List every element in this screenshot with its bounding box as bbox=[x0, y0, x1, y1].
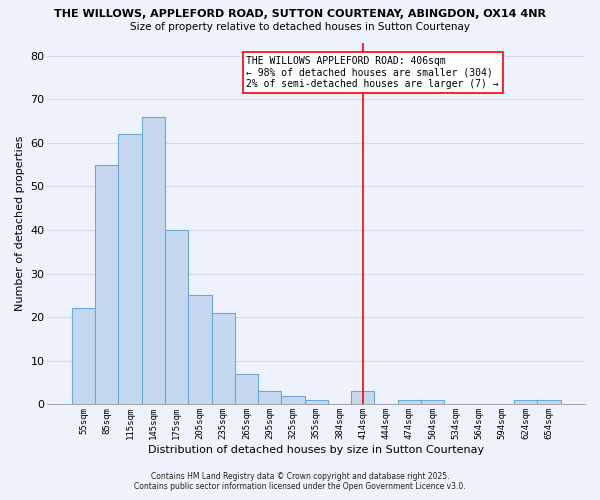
Bar bbox=[537, 400, 560, 404]
Bar bbox=[212, 313, 235, 404]
Text: Size of property relative to detached houses in Sutton Courtenay: Size of property relative to detached ho… bbox=[130, 22, 470, 32]
Bar bbox=[258, 392, 281, 404]
Bar bbox=[421, 400, 444, 404]
Bar bbox=[118, 134, 142, 404]
Text: THE WILLOWS, APPLEFORD ROAD, SUTTON COURTENAY, ABINGDON, OX14 4NR: THE WILLOWS, APPLEFORD ROAD, SUTTON COUR… bbox=[54, 9, 546, 19]
Bar bbox=[188, 296, 212, 405]
Text: Contains HM Land Registry data © Crown copyright and database right 2025.
Contai: Contains HM Land Registry data © Crown c… bbox=[134, 472, 466, 491]
Bar bbox=[95, 164, 118, 404]
Bar bbox=[305, 400, 328, 404]
Bar bbox=[281, 396, 305, 404]
Bar bbox=[72, 308, 95, 404]
Bar bbox=[142, 116, 165, 405]
Bar bbox=[351, 392, 374, 404]
Text: THE WILLOWS APPLEFORD ROAD: 406sqm
← 98% of detached houses are smaller (304)
2%: THE WILLOWS APPLEFORD ROAD: 406sqm ← 98%… bbox=[247, 56, 499, 89]
Bar bbox=[398, 400, 421, 404]
Bar bbox=[235, 374, 258, 404]
Bar bbox=[165, 230, 188, 404]
X-axis label: Distribution of detached houses by size in Sutton Courtenay: Distribution of detached houses by size … bbox=[148, 445, 484, 455]
Y-axis label: Number of detached properties: Number of detached properties bbox=[15, 136, 25, 311]
Bar bbox=[514, 400, 537, 404]
